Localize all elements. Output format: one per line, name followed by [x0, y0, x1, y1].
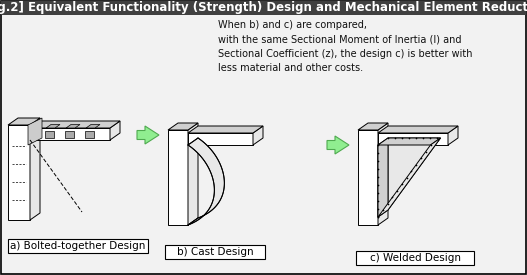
- Polygon shape: [378, 138, 388, 217]
- Polygon shape: [188, 123, 198, 225]
- Polygon shape: [30, 128, 110, 140]
- Bar: [356, 251, 474, 265]
- Polygon shape: [8, 125, 30, 220]
- Bar: [65, 131, 74, 138]
- Polygon shape: [358, 123, 388, 130]
- Bar: [165, 245, 265, 259]
- Polygon shape: [137, 126, 159, 144]
- Polygon shape: [327, 136, 349, 154]
- Polygon shape: [188, 138, 225, 225]
- Polygon shape: [378, 145, 431, 217]
- Text: When b) and c) are compared,
with the same Sectional Moment of Inertia (I) and
S: When b) and c) are compared, with the sa…: [218, 20, 473, 73]
- Polygon shape: [30, 121, 120, 128]
- Bar: [1, 1, 526, 15]
- Polygon shape: [168, 130, 188, 225]
- Polygon shape: [378, 126, 458, 133]
- Polygon shape: [378, 138, 441, 145]
- Bar: [8, 239, 148, 253]
- Text: [Fig.2] Equivalent Functionality (Strength) Design and Mechanical Element Reduct: [Fig.2] Equivalent Functionality (Streng…: [0, 1, 527, 15]
- Polygon shape: [388, 138, 441, 210]
- Polygon shape: [46, 125, 60, 128]
- Text: c) Welded Design: c) Welded Design: [369, 253, 461, 263]
- Polygon shape: [448, 126, 458, 145]
- Polygon shape: [358, 130, 378, 225]
- Polygon shape: [253, 126, 263, 145]
- Text: b) Cast Design: b) Cast Design: [177, 247, 253, 257]
- Polygon shape: [30, 118, 40, 220]
- Polygon shape: [188, 133, 253, 145]
- Polygon shape: [378, 133, 448, 145]
- Polygon shape: [110, 121, 120, 140]
- Polygon shape: [378, 123, 388, 225]
- Bar: [85, 131, 94, 138]
- Polygon shape: [66, 125, 80, 128]
- Polygon shape: [378, 138, 441, 217]
- Polygon shape: [86, 125, 100, 128]
- Polygon shape: [188, 126, 263, 133]
- Polygon shape: [8, 118, 40, 125]
- Bar: [45, 131, 54, 138]
- Polygon shape: [168, 123, 198, 130]
- Polygon shape: [28, 118, 42, 145]
- Text: a) Bolted-together Design: a) Bolted-together Design: [11, 241, 145, 251]
